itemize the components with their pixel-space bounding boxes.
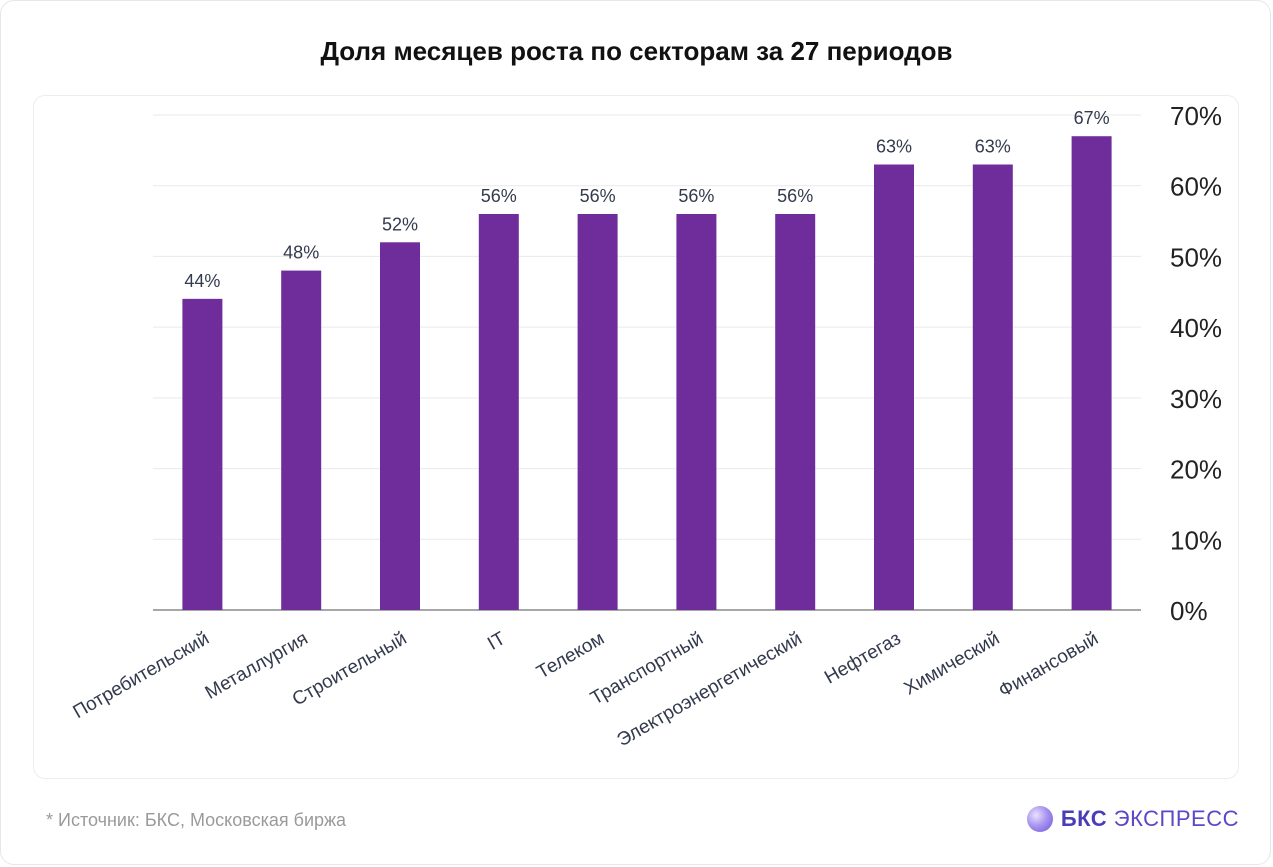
y-tick-label: 0% [1170,596,1208,626]
bcs-express-logo: БКС ЭКСПРЕСС [1026,806,1239,832]
x-tick-label: Химический [901,628,1004,699]
bar [676,214,717,610]
y-tick-label: 10% [1170,525,1222,555]
source-note: * Источник: БКС, Московская биржа [46,810,347,830]
bar [478,214,519,610]
chart-title: Доля месяцев роста по секторам за 27 пер… [320,36,953,66]
x-tick-label: Электроэнергетический [614,628,806,751]
y-tick-label: 50% [1170,242,1222,272]
x-tick-label: Нефтегаз [821,628,904,688]
bar [874,164,914,610]
data-label: 44% [184,271,220,291]
logo-text: БКС ЭКСПРЕСС [1061,806,1239,832]
logo-text-bold: БКС [1060,806,1108,831]
data-label: 56% [481,186,517,206]
data-label: 56% [777,186,813,206]
bar [775,214,816,610]
bar [281,270,322,610]
data-label: 67% [1074,108,1110,128]
data-label: 52% [382,214,418,234]
bar [972,164,1013,610]
bar [380,242,420,611]
data-label: 63% [975,137,1011,157]
x-tick-label: Потребительский [70,628,213,723]
y-tick-label: 40% [1170,313,1222,343]
y-tick-label: 20% [1170,455,1222,485]
x-tick-label: IT [484,628,509,655]
plot-frame [33,95,1239,779]
y-tick-label: 30% [1170,384,1222,414]
data-label: 56% [580,186,616,206]
bar [182,298,223,610]
logo-text-rest: ЭКСПРЕСС [1113,806,1239,831]
y-tick-label: 60% [1170,172,1222,202]
data-label: 63% [876,137,912,157]
x-tick-label: Финансовый [995,628,1102,702]
bar [1071,136,1112,610]
data-label: 56% [678,186,714,206]
x-tick-label: Телеком [533,628,608,683]
y-tick-label: 70% [1170,101,1222,131]
data-label: 48% [283,243,319,263]
bar [577,214,618,610]
bcs-sphere-icon [1026,806,1053,832]
